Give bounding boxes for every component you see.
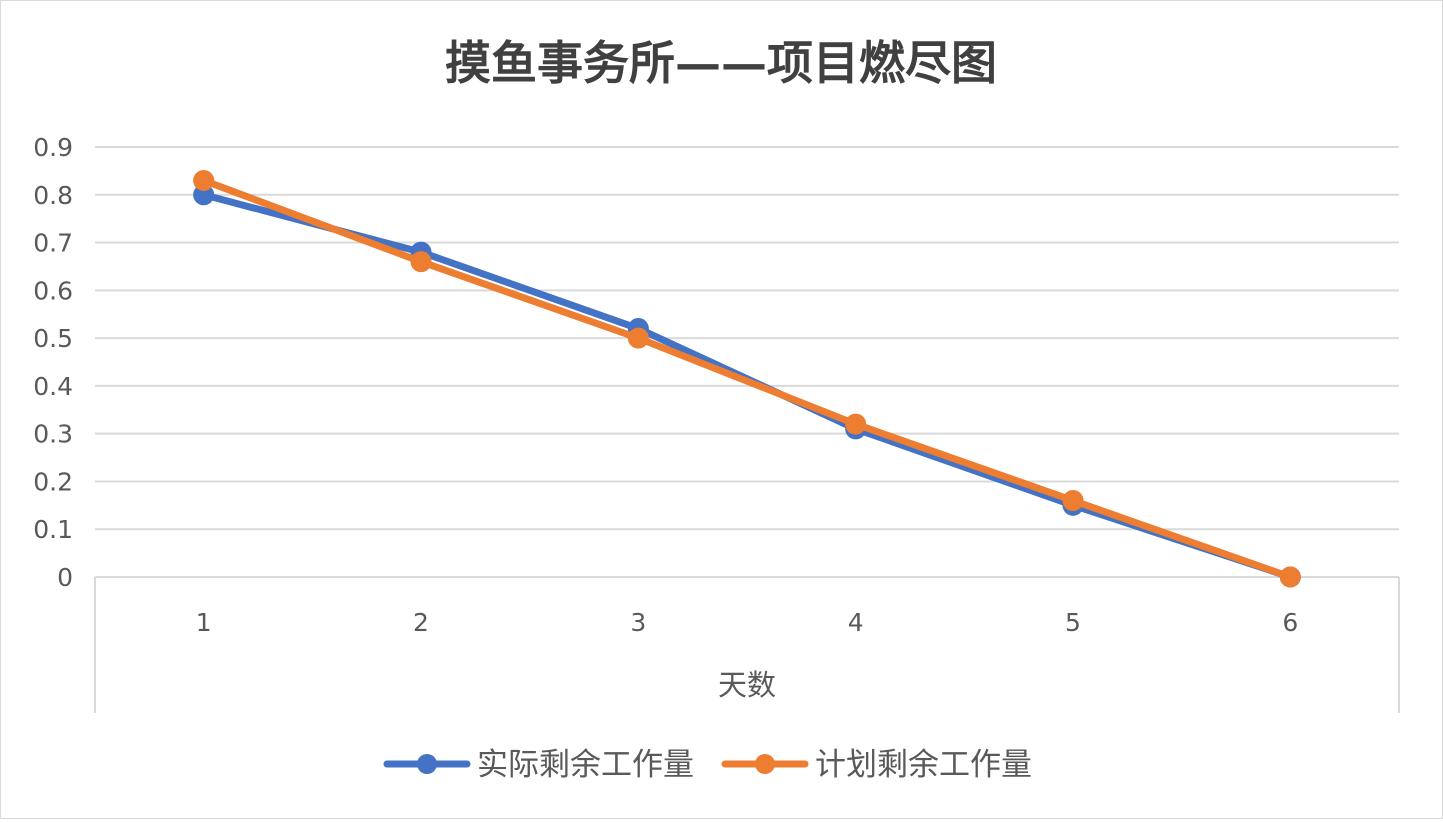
chart-title: 摸鱼事务所——项目燃尽图 (445, 36, 997, 90)
y-tick-label: 0.8 (33, 181, 73, 210)
data-point (845, 413, 867, 435)
legend-marker (417, 754, 437, 774)
series-line (200, 176, 1294, 581)
legend-label: 计划剩余工作量 (815, 747, 1032, 783)
data-point (410, 251, 432, 273)
legend-label: 实际剩余工作量 (477, 747, 694, 783)
y-tick-label: 0.6 (33, 276, 73, 305)
y-tick-label: 0.9 (33, 133, 73, 162)
legend-item-1: 实际剩余工作量 (383, 747, 694, 783)
y-tick-label: 0.2 (33, 467, 73, 496)
y-tick-label: 0.4 (33, 372, 73, 401)
legend-item-2: 计划剩余工作量 (721, 747, 1032, 783)
axes (94, 576, 1400, 713)
series-2 (193, 169, 1301, 588)
x-tick-labels: 1 2 3 4 5 6 (196, 608, 1299, 637)
y-tick-label: 0.3 (33, 420, 73, 449)
x-tick-label: 5 (1065, 608, 1081, 637)
data-point (1062, 490, 1084, 512)
data-point (193, 169, 215, 191)
y-tick-label: 0.7 (33, 229, 73, 258)
legend-marker (755, 754, 775, 774)
data-point (627, 327, 649, 349)
series-layer (193, 169, 1301, 588)
x-tick-label: 2 (413, 608, 429, 637)
x-tick-label: 6 (1282, 608, 1298, 637)
x-tick-label: 4 (848, 608, 864, 637)
gridlines (95, 146, 1399, 531)
x-tick-label: 3 (630, 608, 646, 637)
legend: 实际剩余工作量 计划剩余工作量 (383, 747, 1032, 783)
x-tick-label: 1 (196, 608, 212, 637)
y-tick-label: 0 (57, 563, 73, 592)
y-tick-labels: 0 0.1 0.2 0.3 0.4 0.5 0.6 0.7 0.8 0.9 (33, 133, 73, 592)
data-point (1279, 566, 1301, 588)
y-tick-label: 0.5 (33, 324, 73, 353)
x-axis-title: 天数 (718, 668, 776, 702)
y-tick-label: 0.1 (33, 515, 73, 544)
